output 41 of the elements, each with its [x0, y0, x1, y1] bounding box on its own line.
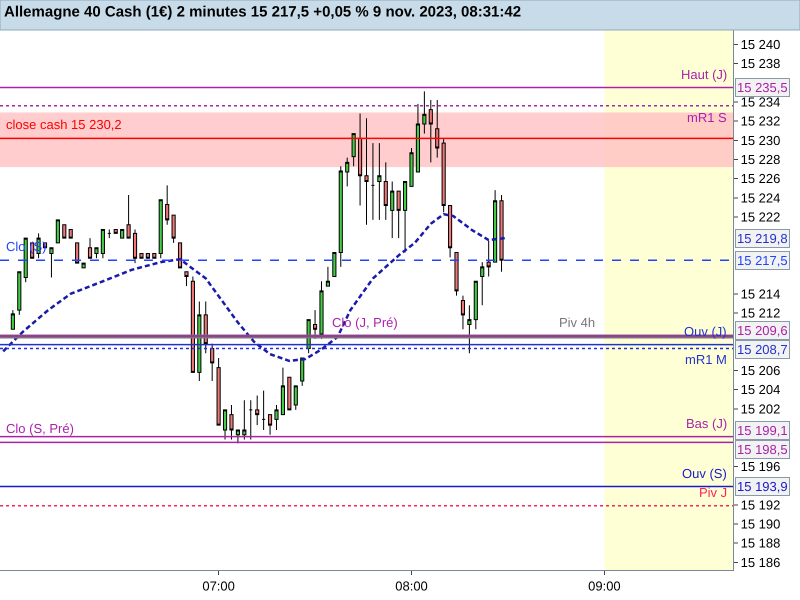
ref-line-label: Piv J — [699, 485, 728, 500]
y-tick-label: 15 230 — [740, 132, 780, 148]
y-tick-label: 15 232 — [740, 114, 780, 129]
y-tick-label: 15 202 — [740, 401, 780, 416]
ref-line-label: Haut (J) — [681, 67, 728, 82]
y-tick-label: 15 228 — [740, 152, 780, 168]
y-tick-label: 15 234 — [740, 94, 780, 110]
annotation: 15 208,7 — [737, 342, 788, 357]
y-tick-label: 15 240 — [740, 36, 780, 52]
annotation: 15 217,5 — [737, 253, 788, 268]
ref-line-label: Clo (S, Pré) — [6, 421, 74, 436]
annotation: 15 219,8 — [737, 231, 788, 246]
x-tick-label: 07:00 — [202, 578, 235, 594]
y-tick-label: 15 224 — [740, 190, 780, 206]
ref-line-label: Bas (J) — [686, 416, 728, 431]
y-tick-label: 15 214 — [740, 286, 780, 302]
ref-line-label: Piv 4h — [559, 315, 596, 330]
y-tick-label: 15 188 — [740, 536, 780, 551]
ref-line-label: mR1 M — [685, 352, 727, 367]
y-tick-label: 15 190 — [740, 516, 780, 532]
x-tick-label: 08:00 — [395, 578, 428, 594]
y-tick-label: 15 192 — [740, 497, 780, 512]
y-tick-label: 15 212 — [740, 306, 780, 320]
annotation: 15 193,9 — [737, 479, 788, 494]
ref-line-label: mR1 S — [687, 110, 728, 125]
y-tick-label: 15 206 — [740, 363, 780, 378]
annotation: 15 209,6 — [737, 323, 788, 338]
x-tick-label: 09:00 — [588, 578, 621, 594]
chart-title: Allemagne 40 Cash (1€) 2 minutes 15 217,5 +0,05 % 9 nov. 2023, 08:31:42 — [4, 4, 522, 20]
ref-line-label: Clo (J, Pré) — [332, 315, 398, 330]
ref-line-label: Ouv (S) — [682, 466, 727, 481]
annotation: 15 199,1 — [737, 423, 788, 438]
y-tick-label: 15 204 — [740, 382, 780, 398]
ref-line-label: close cash 15 230,2 — [6, 117, 122, 132]
y-tick-label: 15 196 — [740, 458, 780, 474]
y-tick-label: 15 238 — [740, 56, 780, 72]
y-tick-label: 15 222 — [740, 210, 780, 225]
annotation: 15 235,5 — [737, 80, 788, 95]
y-tick-label: 15 186 — [740, 554, 780, 570]
y-tick-label: 15 226 — [740, 171, 780, 186]
annotation: 15 198,5 — [737, 442, 788, 457]
